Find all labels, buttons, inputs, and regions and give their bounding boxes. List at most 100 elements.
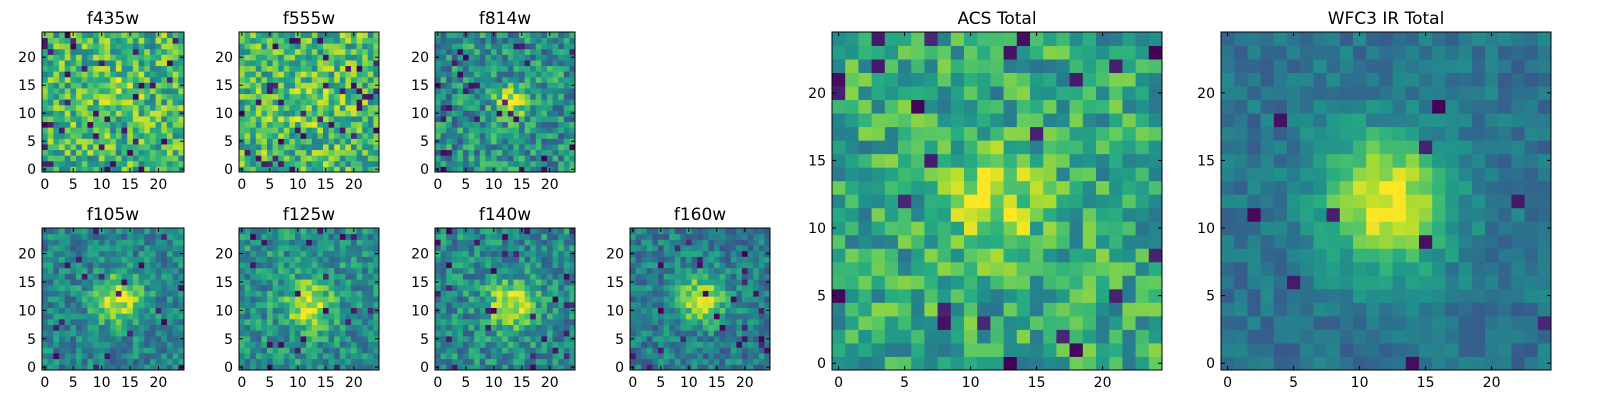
heatmap-cell <box>267 324 274 331</box>
heatmap-cell <box>132 279 140 286</box>
heatmap-cell <box>630 239 637 246</box>
heatmap-cell <box>334 32 341 39</box>
heatmap-cell <box>658 318 665 326</box>
heatmap-cell <box>736 341 743 348</box>
heatmap-cell <box>373 330 380 337</box>
heatmap-cell <box>42 245 49 252</box>
heatmap-cell <box>474 284 481 291</box>
y-tick-label: 20 <box>411 50 429 66</box>
heatmap-cell <box>93 121 100 128</box>
heatmap-cell <box>435 290 442 297</box>
heatmap-cell <box>178 32 185 39</box>
heatmap-cell <box>272 149 279 156</box>
heatmap-cell <box>59 313 66 320</box>
heatmap-cell <box>463 116 470 123</box>
heatmap-cell <box>446 138 453 145</box>
heatmap-cell <box>569 330 576 337</box>
heatmap-cell <box>630 341 637 348</box>
heatmap-cell <box>747 301 754 308</box>
heatmap-cell <box>832 356 846 371</box>
heatmap-cell <box>496 32 503 39</box>
heatmap-cell <box>138 267 145 274</box>
heatmap-cell <box>289 256 296 263</box>
heatmap-cell <box>76 160 83 167</box>
heatmap-cell <box>76 352 83 360</box>
heatmap-cell <box>289 54 296 61</box>
heatmap-cell <box>742 347 749 354</box>
heatmap-cell <box>367 60 374 67</box>
heatmap-cell <box>507 318 514 326</box>
heatmap-cell <box>53 307 60 314</box>
heatmap-cell <box>239 262 246 269</box>
heatmap-cell <box>474 324 481 331</box>
heatmap-cell <box>753 250 760 257</box>
heatmap-cell <box>457 65 464 72</box>
heatmap-cell <box>924 302 939 317</box>
heatmap-cell <box>87 318 94 326</box>
heatmap-cell <box>178 358 185 365</box>
heatmap-cell <box>658 301 665 308</box>
heatmap-cell <box>753 233 760 240</box>
heatmap-cell <box>166 233 174 240</box>
heatmap-cell <box>373 32 380 39</box>
heatmap-cell <box>87 341 94 348</box>
heatmap-cell <box>646 290 653 297</box>
heatmap-cell <box>569 290 576 297</box>
heatmap-cell <box>1148 180 1163 195</box>
heatmap-cell <box>977 248 991 263</box>
heatmap-cell <box>641 256 648 263</box>
heatmap-cell <box>64 60 71 67</box>
heatmap-cell <box>764 262 771 269</box>
heatmap-cell <box>468 233 475 240</box>
heatmap-cell <box>144 43 151 50</box>
heatmap-cell <box>435 347 442 354</box>
heatmap-cell <box>64 273 71 280</box>
heatmap-cell <box>323 301 330 308</box>
heatmap-cell <box>519 245 526 252</box>
heatmap-cell <box>93 364 100 371</box>
heatmap-cell <box>98 250 105 257</box>
heatmap-cell <box>1122 261 1137 276</box>
heatmap-cell <box>81 364 88 371</box>
heatmap-cell <box>115 166 122 173</box>
heatmap-cell <box>53 37 60 44</box>
heatmap-cell <box>552 149 559 156</box>
heatmap-cell <box>261 267 268 274</box>
heatmap-cell <box>138 290 145 297</box>
heatmap-cell <box>691 239 698 246</box>
heatmap-cell <box>362 155 369 162</box>
heatmap-cell <box>289 88 296 95</box>
heatmap-cell <box>300 290 307 297</box>
heatmap-cell <box>463 358 470 365</box>
heatmap-cell <box>1135 302 1150 317</box>
heatmap-cell <box>64 116 71 123</box>
heatmap-cell <box>53 364 60 371</box>
heatmap-cell <box>244 228 251 235</box>
heatmap-cell <box>702 352 709 360</box>
heatmap-cell <box>166 256 174 263</box>
heatmap-cell <box>530 307 537 314</box>
heatmap-cell <box>435 256 442 263</box>
heatmap-cell <box>250 60 257 67</box>
heatmap-cell <box>468 110 475 117</box>
heatmap-cell <box>300 341 307 348</box>
heatmap-cell <box>367 341 374 348</box>
heatmap-cell <box>1043 356 1057 371</box>
heatmap-cell <box>250 364 257 371</box>
heatmap-cell <box>138 324 145 331</box>
heatmap-cell <box>373 121 380 128</box>
heatmap-cell <box>691 341 698 348</box>
heatmap-cell <box>513 93 520 100</box>
heatmap-cell <box>641 279 648 286</box>
heatmap-cell <box>702 307 709 314</box>
heatmap-cell <box>172 110 179 117</box>
heatmap-cell <box>317 48 324 55</box>
heatmap-cell <box>267 307 274 314</box>
heatmap-cell <box>295 279 302 286</box>
heatmap-cell <box>53 43 60 50</box>
heatmap-cell <box>244 239 251 246</box>
heatmap-cell <box>367 233 374 240</box>
heatmap-cell <box>239 43 246 50</box>
heatmap-cell <box>317 82 324 89</box>
heatmap-cell <box>485 233 492 240</box>
